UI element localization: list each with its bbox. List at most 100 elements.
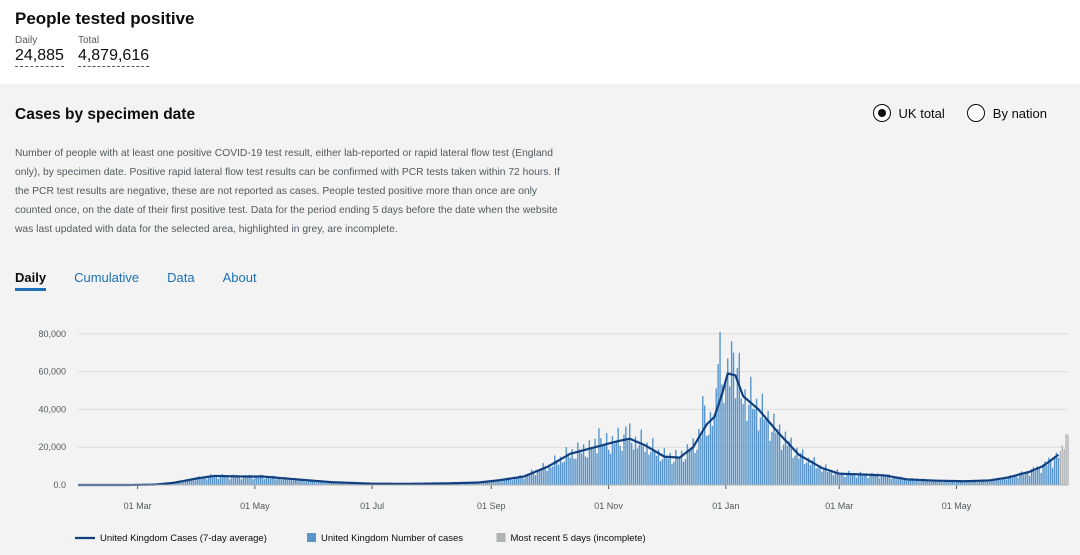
tab-data[interactable]: Data [167,270,195,285]
daily-case-bar [700,437,702,485]
legend-bar-swatch [307,533,316,542]
daily-case-bar [694,453,696,485]
total-value[interactable]: 4,879,616 [77,47,150,67]
daily-case-bar [484,481,487,485]
daily-case-bar [948,481,950,485]
radio-unchecked-icon[interactable] [966,104,985,122]
daily-case-bar [978,480,981,485]
daily-case-bar [1044,461,1046,485]
tab-bar: Daily Cumulative Data About [15,270,257,291]
daily-case-bar [609,453,612,485]
daily-case-bar [477,483,479,485]
daily-case-bar [723,403,725,485]
daily-case-bar [315,482,318,485]
daily-case-bar [590,446,592,485]
daily-case-bar [288,478,291,485]
daily-case-bar [1046,465,1048,485]
legend-label: United Kingdom Number of cases [321,533,463,544]
daily-case-bar [186,478,189,485]
daily-case-bar [727,358,729,485]
daily-case-bar [661,459,664,485]
daily-case-bar [736,367,739,485]
daily-case-bar [734,398,737,485]
daily-case-bar [598,428,600,485]
daily-case-bar [336,482,339,485]
tab-cumulative[interactable]: Cumulative [74,270,140,285]
daily-case-bar [1051,467,1054,485]
daily-case-bar [300,479,302,485]
daily-case-bar [719,331,721,485]
daily-case-bar [179,481,181,485]
daily-case-bar [644,451,646,485]
daily-case-bar [738,352,740,485]
y-tick-label: 60,000 [38,367,66,377]
daily-case-bar [221,473,223,485]
daily-case-bar [279,477,281,485]
daily-case-bar [267,476,270,485]
daily-case-bar [940,480,942,485]
legend-bar-swatch [496,533,506,542]
daily-case-bar [698,428,700,485]
daily-case-bar [538,471,541,485]
daily-case-bar [901,480,904,485]
tab-daily[interactable]: Daily [15,270,47,291]
daily-case-bar [959,481,962,485]
daily-case-bar [181,481,183,485]
radio-checked-icon[interactable] [872,104,891,122]
daily-case-bar [857,474,860,485]
daily-case-bar [254,476,256,485]
daily-case-bar [913,480,915,485]
daily-case-bar [198,476,200,485]
daily-case-bar [690,447,692,485]
daily-case-bar [855,477,858,485]
daily-case-bar [338,483,341,485]
daily-case-bar [650,451,652,485]
daily-case-bar [682,461,685,485]
daily-case-bar [798,458,800,485]
daily-case-bar [627,440,629,485]
daily-case-bar [680,450,683,485]
daily-case-bar [559,456,562,485]
daily-case-bar [630,442,633,485]
daily-case-bar [825,464,827,485]
daily-case-bar [1001,478,1004,485]
daily-case-bar [1050,459,1052,485]
daily-case-bar [213,475,216,485]
daily-case-bar [917,479,919,485]
daily-case-bar [778,424,781,485]
daily-case-bar [1023,474,1025,485]
daily-case-bar [465,483,468,485]
daily-case-bar [613,443,616,485]
daily-case-bar [732,352,735,485]
daily-case-bar [703,405,706,485]
daily-case-bar [827,471,829,485]
daily-case-bar [802,449,804,485]
daily-case-bar [771,432,773,485]
radio-uk-total[interactable]: UK total [872,104,945,122]
daily-case-bar [304,481,306,485]
daily-case-bar [582,444,585,485]
daily-case-bar [786,445,789,485]
daily-case-bar [488,482,491,485]
radio-by-nation[interactable]: By nation [966,104,1047,122]
daily-case-bar [692,438,694,485]
daily-case-bar [969,480,971,485]
daily-value[interactable]: 24,885 [15,47,64,67]
daily-case-bar [1005,479,1008,485]
daily-case-bar [1000,480,1002,485]
daily-case-bar [688,451,690,485]
daily-case-bar [757,430,760,485]
daily-case-bar [721,384,723,485]
daily-case-bar [815,468,817,485]
tab-about[interactable]: About [222,270,257,285]
daily-case-bar [880,476,883,485]
x-tick-label: 01 Jan [712,501,739,511]
daily-case-bar [1017,477,1019,485]
daily-case-bar [821,471,823,485]
daily-case-bar [1061,445,1063,485]
daily-case-bar [748,404,750,485]
daily-case-bar [769,440,771,485]
daily-case-bar [615,442,617,485]
daily-case-bar [200,478,202,485]
daily-case-bar [642,446,644,485]
